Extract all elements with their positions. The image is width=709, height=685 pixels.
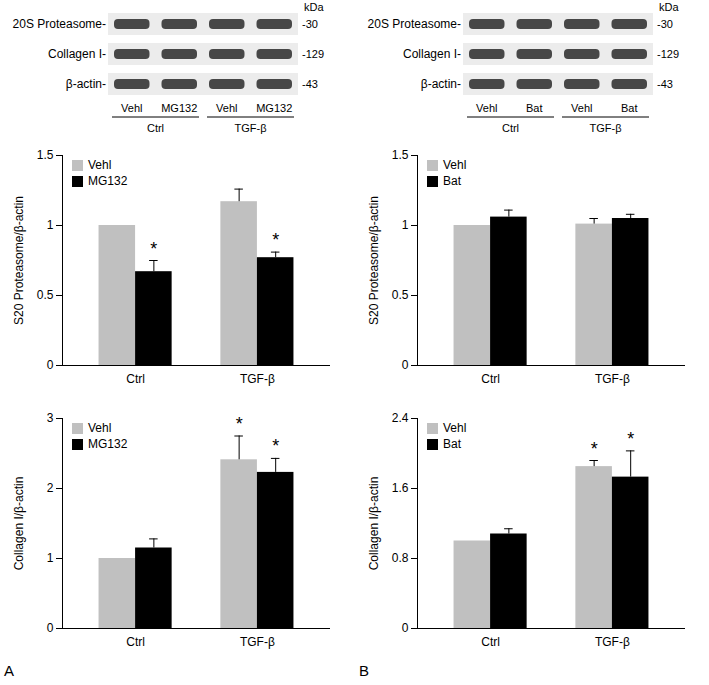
svg-text:TGF-β: TGF-β bbox=[595, 635, 630, 649]
svg-text:2.4: 2.4 bbox=[392, 411, 409, 425]
svg-text:0.8: 0.8 bbox=[392, 551, 409, 565]
svg-text:TGF-β: TGF-β bbox=[235, 122, 267, 134]
svg-text:Bat: Bat bbox=[621, 102, 638, 114]
html-text:B: B bbox=[359, 662, 369, 679]
svg-text:S20 Proteasome/β-actin: S20 Proteasome/β-actin bbox=[367, 196, 381, 325]
svg-text:β-actin-: β-actin- bbox=[66, 77, 106, 91]
svg-text:1: 1 bbox=[47, 551, 54, 565]
svg-text:Ctrl: Ctrl bbox=[147, 122, 164, 134]
svg-text:0: 0 bbox=[402, 621, 409, 635]
svg-text:*: * bbox=[272, 436, 279, 456]
html-text:Vehl: Vehl bbox=[88, 421, 112, 435]
svg-text:0: 0 bbox=[47, 358, 54, 372]
svg-text:1.5: 1.5 bbox=[37, 148, 54, 162]
svg-text:Vehl: Vehl bbox=[476, 102, 497, 114]
html-text:Bat: Bat bbox=[443, 437, 461, 451]
svg-text:S20 Proteasome/β-actin: S20 Proteasome/β-actin bbox=[12, 196, 26, 325]
svg-text:1: 1 bbox=[47, 218, 54, 232]
svg-text:*: * bbox=[236, 414, 243, 434]
svg-text:kDa: kDa bbox=[304, 1, 324, 13]
svg-text:β-actin-: β-actin- bbox=[421, 77, 461, 91]
html-text:Bat: Bat bbox=[443, 174, 461, 188]
svg-text:Vehl: Vehl bbox=[121, 102, 142, 114]
svg-text:TGF-β: TGF-β bbox=[240, 635, 275, 649]
svg-text:1.5: 1.5 bbox=[392, 148, 409, 162]
svg-text:-129: -129 bbox=[657, 48, 679, 60]
svg-text:kDa: kDa bbox=[659, 1, 679, 13]
svg-text:1: 1 bbox=[402, 218, 409, 232]
svg-text:TGF-β: TGF-β bbox=[240, 372, 275, 386]
svg-text:Collagen I-: Collagen I- bbox=[48, 47, 106, 61]
svg-text:Collagen I-: Collagen I- bbox=[403, 47, 461, 61]
svg-text:Ctrl: Ctrl bbox=[126, 372, 145, 386]
html-text:MG132: MG132 bbox=[88, 437, 128, 451]
svg-text:2: 2 bbox=[47, 481, 54, 495]
svg-text:0.5: 0.5 bbox=[392, 288, 409, 302]
html-text:MG132: MG132 bbox=[88, 174, 128, 188]
svg-text:Vehl: Vehl bbox=[571, 102, 592, 114]
svg-text:TGF-β: TGF-β bbox=[590, 122, 622, 134]
svg-text:Ctrl: Ctrl bbox=[481, 635, 500, 649]
svg-text:0: 0 bbox=[402, 358, 409, 372]
svg-text:-129: -129 bbox=[302, 48, 324, 60]
svg-text:Vehl: Vehl bbox=[216, 102, 237, 114]
svg-text:3: 3 bbox=[47, 411, 54, 425]
svg-text:20S Proteasome-: 20S Proteasome- bbox=[13, 17, 106, 31]
svg-text:Collagen I/β-actin: Collagen I/β-actin bbox=[12, 477, 26, 571]
svg-text:MG132: MG132 bbox=[161, 102, 197, 114]
html-text:Vehl: Vehl bbox=[443, 158, 467, 172]
svg-text:-30: -30 bbox=[657, 18, 673, 30]
svg-text:Ctrl: Ctrl bbox=[481, 372, 500, 386]
svg-text:Collagen I/β-actin: Collagen I/β-actin bbox=[367, 477, 381, 571]
svg-text:Ctrl: Ctrl bbox=[126, 635, 145, 649]
svg-text:*: * bbox=[150, 239, 157, 259]
svg-text:*: * bbox=[591, 439, 598, 459]
svg-text:-43: -43 bbox=[302, 78, 318, 90]
html-text:A: A bbox=[4, 662, 14, 679]
svg-text:20S Proteasome-: 20S Proteasome- bbox=[368, 17, 461, 31]
svg-text:Ctrl: Ctrl bbox=[502, 122, 519, 134]
html-text:Vehl: Vehl bbox=[443, 421, 467, 435]
svg-text:*: * bbox=[627, 429, 634, 449]
svg-text:0: 0 bbox=[47, 621, 54, 635]
svg-text:0.5: 0.5 bbox=[37, 288, 54, 302]
svg-text:MG132: MG132 bbox=[256, 102, 292, 114]
svg-text:-43: -43 bbox=[657, 78, 673, 90]
svg-text:-30: -30 bbox=[302, 18, 318, 30]
svg-text:Bat: Bat bbox=[526, 102, 543, 114]
svg-text:*: * bbox=[272, 230, 279, 250]
html-text:Vehl: Vehl bbox=[88, 158, 112, 172]
svg-text:TGF-β: TGF-β bbox=[595, 372, 630, 386]
svg-text:1.6: 1.6 bbox=[392, 481, 409, 495]
